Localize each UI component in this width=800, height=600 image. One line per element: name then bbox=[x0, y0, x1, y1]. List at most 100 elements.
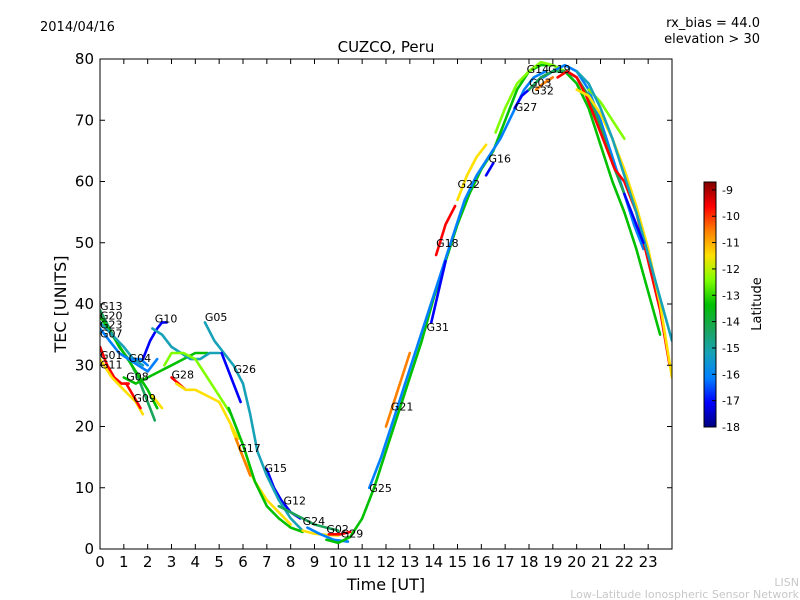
series-line bbox=[484, 161, 495, 177]
satellite-label: G16 bbox=[489, 153, 512, 166]
satellite-label: G10 bbox=[155, 312, 178, 325]
series-line bbox=[100, 327, 149, 367]
colorbar-tick-label: -13 bbox=[722, 289, 740, 302]
series-line bbox=[575, 88, 672, 379]
satellite-label: G29 bbox=[341, 527, 364, 540]
colorbar-tick-label: -12 bbox=[722, 263, 740, 276]
series-line bbox=[175, 382, 240, 441]
satellite-label: G23 bbox=[100, 319, 123, 332]
plot-frame bbox=[99, 58, 673, 550]
satellite-label: G21 bbox=[391, 401, 414, 414]
satellite-label: G15 bbox=[265, 462, 288, 475]
satellite-label: G18 bbox=[436, 237, 459, 250]
satellite-label: G05 bbox=[205, 311, 228, 324]
x-tick-label: 12 bbox=[376, 553, 395, 571]
series-line bbox=[327, 530, 352, 536]
series-line bbox=[494, 60, 567, 134]
series-line bbox=[141, 321, 168, 361]
series-line bbox=[277, 504, 340, 532]
x-tick-label: 20 bbox=[567, 553, 586, 571]
y-tick-label: 60 bbox=[75, 173, 94, 191]
series-line bbox=[234, 437, 252, 477]
series-line bbox=[556, 70, 671, 367]
series-line bbox=[384, 351, 412, 428]
colorbar-tick-label: -9 bbox=[722, 184, 733, 197]
satellite-label: G12 bbox=[284, 494, 307, 507]
x-tick-label: 13 bbox=[400, 553, 419, 571]
y-tick-label: 80 bbox=[75, 50, 94, 68]
colorbar-tick-label: -18 bbox=[722, 421, 740, 434]
satellite-label: G04 bbox=[129, 352, 152, 365]
series-line bbox=[100, 345, 130, 385]
x-tick-label: 8 bbox=[286, 553, 296, 571]
x-tick-label: 19 bbox=[543, 553, 562, 571]
satellite-label: G32 bbox=[531, 85, 554, 98]
series-line bbox=[151, 327, 221, 361]
x-tick-label: 10 bbox=[329, 553, 348, 571]
colorbar-label: Latitude bbox=[750, 277, 765, 331]
colorbar-ticks: -9 -10 -11 -12 -13 -14 -15 -16 -17 -18 bbox=[712, 184, 740, 434]
x-axis-ticks: 0 1 2 3 4 5 6 7 8 9 10 11 12 13 14 15 16 17 18 19 20 21 22 23 bbox=[95, 59, 658, 571]
series-line bbox=[534, 76, 555, 91]
colorbar-tick-label: -14 bbox=[722, 316, 740, 329]
x-axis-label: Time [UT] bbox=[346, 575, 425, 594]
x-tick-label: 0 bbox=[95, 553, 105, 571]
satellite-label: G26 bbox=[234, 363, 257, 376]
satellite-label: G03 bbox=[529, 77, 552, 90]
colorbar-tick-label: -15 bbox=[722, 342, 740, 355]
y-tick-label: 30 bbox=[75, 356, 94, 374]
series-line bbox=[163, 351, 233, 416]
x-tick-label: 2 bbox=[143, 553, 153, 571]
series-line bbox=[127, 357, 159, 373]
x-tick-label: 6 bbox=[238, 553, 248, 571]
colorbar-tick-label: -10 bbox=[722, 210, 740, 223]
series-line bbox=[623, 192, 645, 245]
satellite-label: G02 bbox=[326, 523, 349, 536]
x-tick-label: 4 bbox=[191, 553, 201, 571]
colorbar-tick-label: -17 bbox=[722, 395, 740, 408]
satellite-label: G13 bbox=[100, 300, 123, 313]
series-line bbox=[124, 382, 142, 410]
satellite-label: G01 bbox=[100, 349, 123, 362]
series-line bbox=[430, 259, 447, 324]
satellite-label: G11 bbox=[100, 358, 123, 371]
colorbar-tick-label: -11 bbox=[722, 237, 740, 250]
footer-network: Low-Latitude Ionospheric Sensor Network bbox=[570, 588, 799, 600]
satellite-label: G31 bbox=[427, 321, 450, 334]
satellite-label: G17 bbox=[238, 442, 261, 455]
satellite-label: G25 bbox=[369, 482, 392, 495]
elevation-label: elevation > 30 bbox=[664, 32, 760, 47]
colorbar bbox=[703, 181, 717, 428]
satellite-label: G09 bbox=[133, 392, 156, 405]
x-tick-label: 14 bbox=[424, 553, 443, 571]
series-line bbox=[151, 394, 164, 410]
y-tick-label: 50 bbox=[75, 234, 94, 252]
y-tick-label: 0 bbox=[84, 540, 94, 558]
satellite-label: G27 bbox=[515, 101, 538, 114]
x-tick-label: 5 bbox=[214, 553, 224, 571]
series-line bbox=[456, 143, 488, 202]
x-tick-label: 1 bbox=[119, 553, 129, 571]
satellite-label: G14 bbox=[527, 63, 550, 76]
x-tick-label: 16 bbox=[472, 553, 491, 571]
footer-lisn: LISN bbox=[774, 576, 799, 589]
x-tick-label: 15 bbox=[448, 553, 467, 571]
y-tick-label: 40 bbox=[75, 295, 94, 313]
x-tick-label: 23 bbox=[639, 553, 658, 571]
series-line bbox=[100, 321, 145, 367]
x-tick-label: 18 bbox=[519, 553, 538, 571]
colorbar-tick-label: -16 bbox=[722, 368, 740, 381]
satellite-label: G28 bbox=[172, 369, 195, 382]
x-tick-label: 17 bbox=[496, 553, 515, 571]
x-tick-label: 11 bbox=[353, 553, 372, 571]
satellite-label: G07 bbox=[100, 328, 123, 341]
series-line bbox=[229, 425, 292, 526]
series-line bbox=[513, 88, 531, 110]
satellite-label: G20 bbox=[100, 309, 123, 322]
x-tick-label: 3 bbox=[167, 553, 177, 571]
series-line bbox=[122, 351, 209, 385]
satellite-label: G22 bbox=[458, 178, 481, 191]
series-line bbox=[227, 406, 304, 534]
